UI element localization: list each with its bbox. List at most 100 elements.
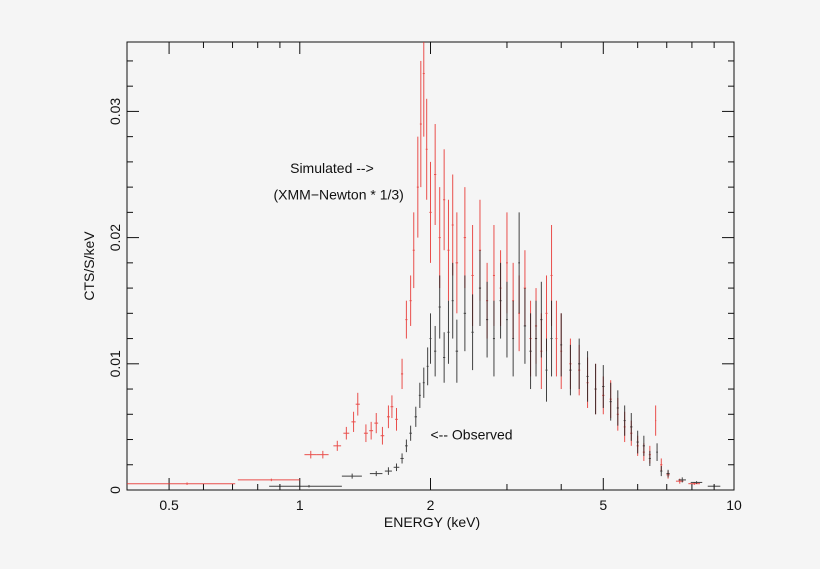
data-point bbox=[447, 300, 450, 364]
data-point bbox=[455, 212, 459, 314]
data-point bbox=[422, 367, 425, 398]
data-point bbox=[438, 187, 441, 289]
series-0 bbox=[127, 42, 700, 485]
data-point bbox=[602, 365, 605, 408]
data-point bbox=[463, 187, 467, 289]
data-point bbox=[405, 300, 408, 339]
data-point bbox=[316, 450, 329, 459]
data-point bbox=[434, 124, 437, 225]
data-series bbox=[127, 42, 721, 488]
data-point bbox=[400, 453, 404, 464]
data-point bbox=[656, 443, 658, 461]
data-point bbox=[463, 275, 467, 352]
data-point bbox=[409, 425, 412, 441]
data-point bbox=[478, 250, 482, 326]
data-point bbox=[127, 482, 236, 485]
x-tick-label: 0.5 bbox=[159, 497, 179, 513]
data-point bbox=[443, 332, 446, 383]
data-point bbox=[678, 477, 686, 483]
data-point bbox=[707, 484, 721, 488]
data-point bbox=[447, 199, 450, 301]
data-point bbox=[426, 347, 429, 386]
y-tick-label: 0.03 bbox=[107, 98, 123, 125]
data-point bbox=[400, 358, 404, 390]
y-tick-label: 0 bbox=[107, 486, 123, 494]
data-point bbox=[409, 275, 412, 326]
x-tick-label: 2 bbox=[427, 497, 435, 513]
data-point bbox=[434, 325, 437, 377]
data-point bbox=[425, 98, 428, 200]
data-point bbox=[512, 300, 515, 377]
data-point bbox=[333, 440, 342, 451]
y-axis-label: CTS/S/keV bbox=[81, 231, 97, 301]
data-point bbox=[655, 405, 657, 436]
data-point bbox=[578, 338, 581, 390]
data-point bbox=[534, 300, 538, 377]
axis-ticks bbox=[126, 42, 734, 491]
data-point bbox=[451, 174, 454, 276]
data-point bbox=[355, 392, 360, 416]
data-point bbox=[451, 262, 454, 339]
data-point bbox=[304, 450, 317, 459]
x-tick-label: 5 bbox=[599, 497, 607, 513]
data-point bbox=[486, 281, 489, 358]
data-point bbox=[555, 300, 558, 377]
data-point bbox=[269, 484, 342, 488]
data-point bbox=[369, 421, 374, 440]
data-point bbox=[343, 426, 350, 440]
data-point bbox=[666, 469, 670, 478]
data-point bbox=[529, 313, 532, 390]
data-point bbox=[660, 466, 663, 477]
data-point bbox=[623, 405, 626, 436]
data-point bbox=[237, 478, 300, 482]
data-point bbox=[690, 481, 703, 484]
data-point bbox=[418, 382, 421, 408]
data-point bbox=[405, 439, 408, 453]
series-1 bbox=[269, 212, 721, 488]
data-point bbox=[341, 473, 362, 479]
y-tick-label: 0.01 bbox=[107, 350, 123, 377]
data-point bbox=[412, 212, 415, 289]
data-point bbox=[438, 275, 441, 339]
x-tick-label: 1 bbox=[296, 497, 304, 513]
data-point bbox=[363, 424, 368, 443]
data-point bbox=[351, 411, 356, 432]
data-point bbox=[471, 294, 474, 371]
data-point bbox=[429, 161, 432, 263]
data-point bbox=[414, 406, 418, 427]
plot-frame bbox=[126, 41, 735, 491]
x-tick-label: 10 bbox=[726, 497, 742, 513]
data-point bbox=[609, 382, 612, 421]
tick-labels: 0.5 1 2 5 10 0 0.01 0.02 0.03 bbox=[107, 98, 742, 513]
data-point bbox=[594, 363, 597, 415]
data-point bbox=[523, 288, 527, 364]
data-point bbox=[518, 212, 521, 314]
data-point bbox=[384, 467, 392, 475]
data-point bbox=[422, 42, 425, 137]
y-tick-label: 0.02 bbox=[107, 224, 123, 251]
data-point bbox=[380, 426, 385, 445]
data-point bbox=[550, 300, 553, 377]
data-point bbox=[443, 149, 446, 251]
data-point bbox=[390, 395, 394, 419]
data-point bbox=[416, 136, 419, 238]
data-point bbox=[369, 471, 383, 477]
data-point bbox=[569, 344, 572, 396]
data-point bbox=[499, 262, 502, 339]
data-point bbox=[393, 463, 400, 472]
data-point bbox=[506, 281, 508, 358]
data-point bbox=[492, 300, 495, 377]
data-point bbox=[642, 435, 645, 456]
data-point bbox=[586, 351, 589, 402]
data-point bbox=[395, 407, 398, 431]
data-point bbox=[636, 430, 639, 454]
x-axis-label: ENERGY (keV) bbox=[384, 514, 480, 530]
data-point bbox=[648, 450, 651, 467]
data-point bbox=[455, 319, 459, 383]
data-point bbox=[560, 313, 563, 377]
data-point bbox=[429, 313, 432, 364]
data-point bbox=[630, 413, 633, 441]
data-point bbox=[387, 405, 390, 429]
annotation: Simulated --> bbox=[290, 160, 374, 176]
